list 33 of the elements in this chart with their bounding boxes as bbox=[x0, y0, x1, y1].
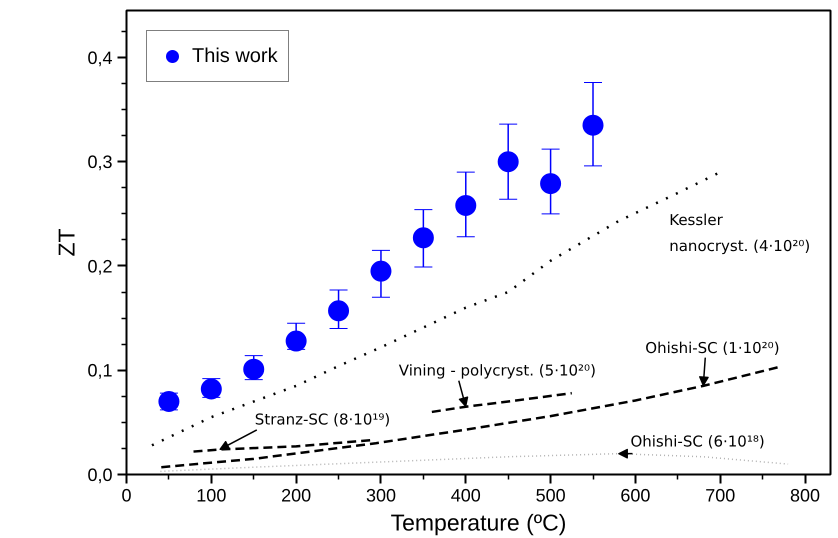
x-tick-label: 500 bbox=[536, 486, 566, 506]
x-tick-label: 700 bbox=[705, 486, 736, 506]
y-tick-label: 0,4 bbox=[87, 48, 113, 68]
point bbox=[243, 358, 264, 380]
point bbox=[370, 260, 392, 282]
x-tick-label: 0 bbox=[121, 486, 132, 506]
line-series bbox=[160, 366, 780, 468]
y-tick-label: 0,1 bbox=[87, 360, 113, 381]
line-series bbox=[430, 392, 574, 414]
point bbox=[498, 151, 519, 172]
series-label: Ohishi-SC (1·10²⁰) bbox=[645, 338, 780, 357]
point bbox=[328, 300, 350, 322]
x-tick-label: 100 bbox=[196, 486, 226, 506]
series-label: Stranz-SC (8·10¹⁹) bbox=[254, 410, 390, 428]
x-tick-label: 400 bbox=[450, 486, 481, 506]
x-tick-label: 800 bbox=[790, 486, 820, 506]
point bbox=[286, 330, 307, 352]
point bbox=[412, 227, 434, 248]
x-tick-label: 600 bbox=[620, 486, 650, 506]
y-tick-label: 0,0 bbox=[87, 465, 113, 485]
x-tick-label: 200 bbox=[281, 486, 312, 506]
point bbox=[540, 173, 562, 194]
series-label: Kessler nanocryst. (4·10²⁰) bbox=[669, 211, 810, 256]
y-tick-label: 0,3 bbox=[87, 152, 113, 172]
series-label: Vining - polycryst. (5·10²⁰) bbox=[398, 362, 596, 380]
x-axis-title: Temperature (ºC) bbox=[390, 510, 566, 536]
series-label: Ohishi-SC (6·10¹⁸) bbox=[630, 432, 765, 451]
x-tick-label: 300 bbox=[366, 486, 396, 506]
legend-label: This work bbox=[192, 44, 278, 68]
y-tick-label: 0,2 bbox=[87, 256, 113, 276]
point bbox=[582, 114, 604, 136]
y-axis-title: ZT bbox=[53, 228, 80, 257]
point bbox=[455, 195, 476, 216]
